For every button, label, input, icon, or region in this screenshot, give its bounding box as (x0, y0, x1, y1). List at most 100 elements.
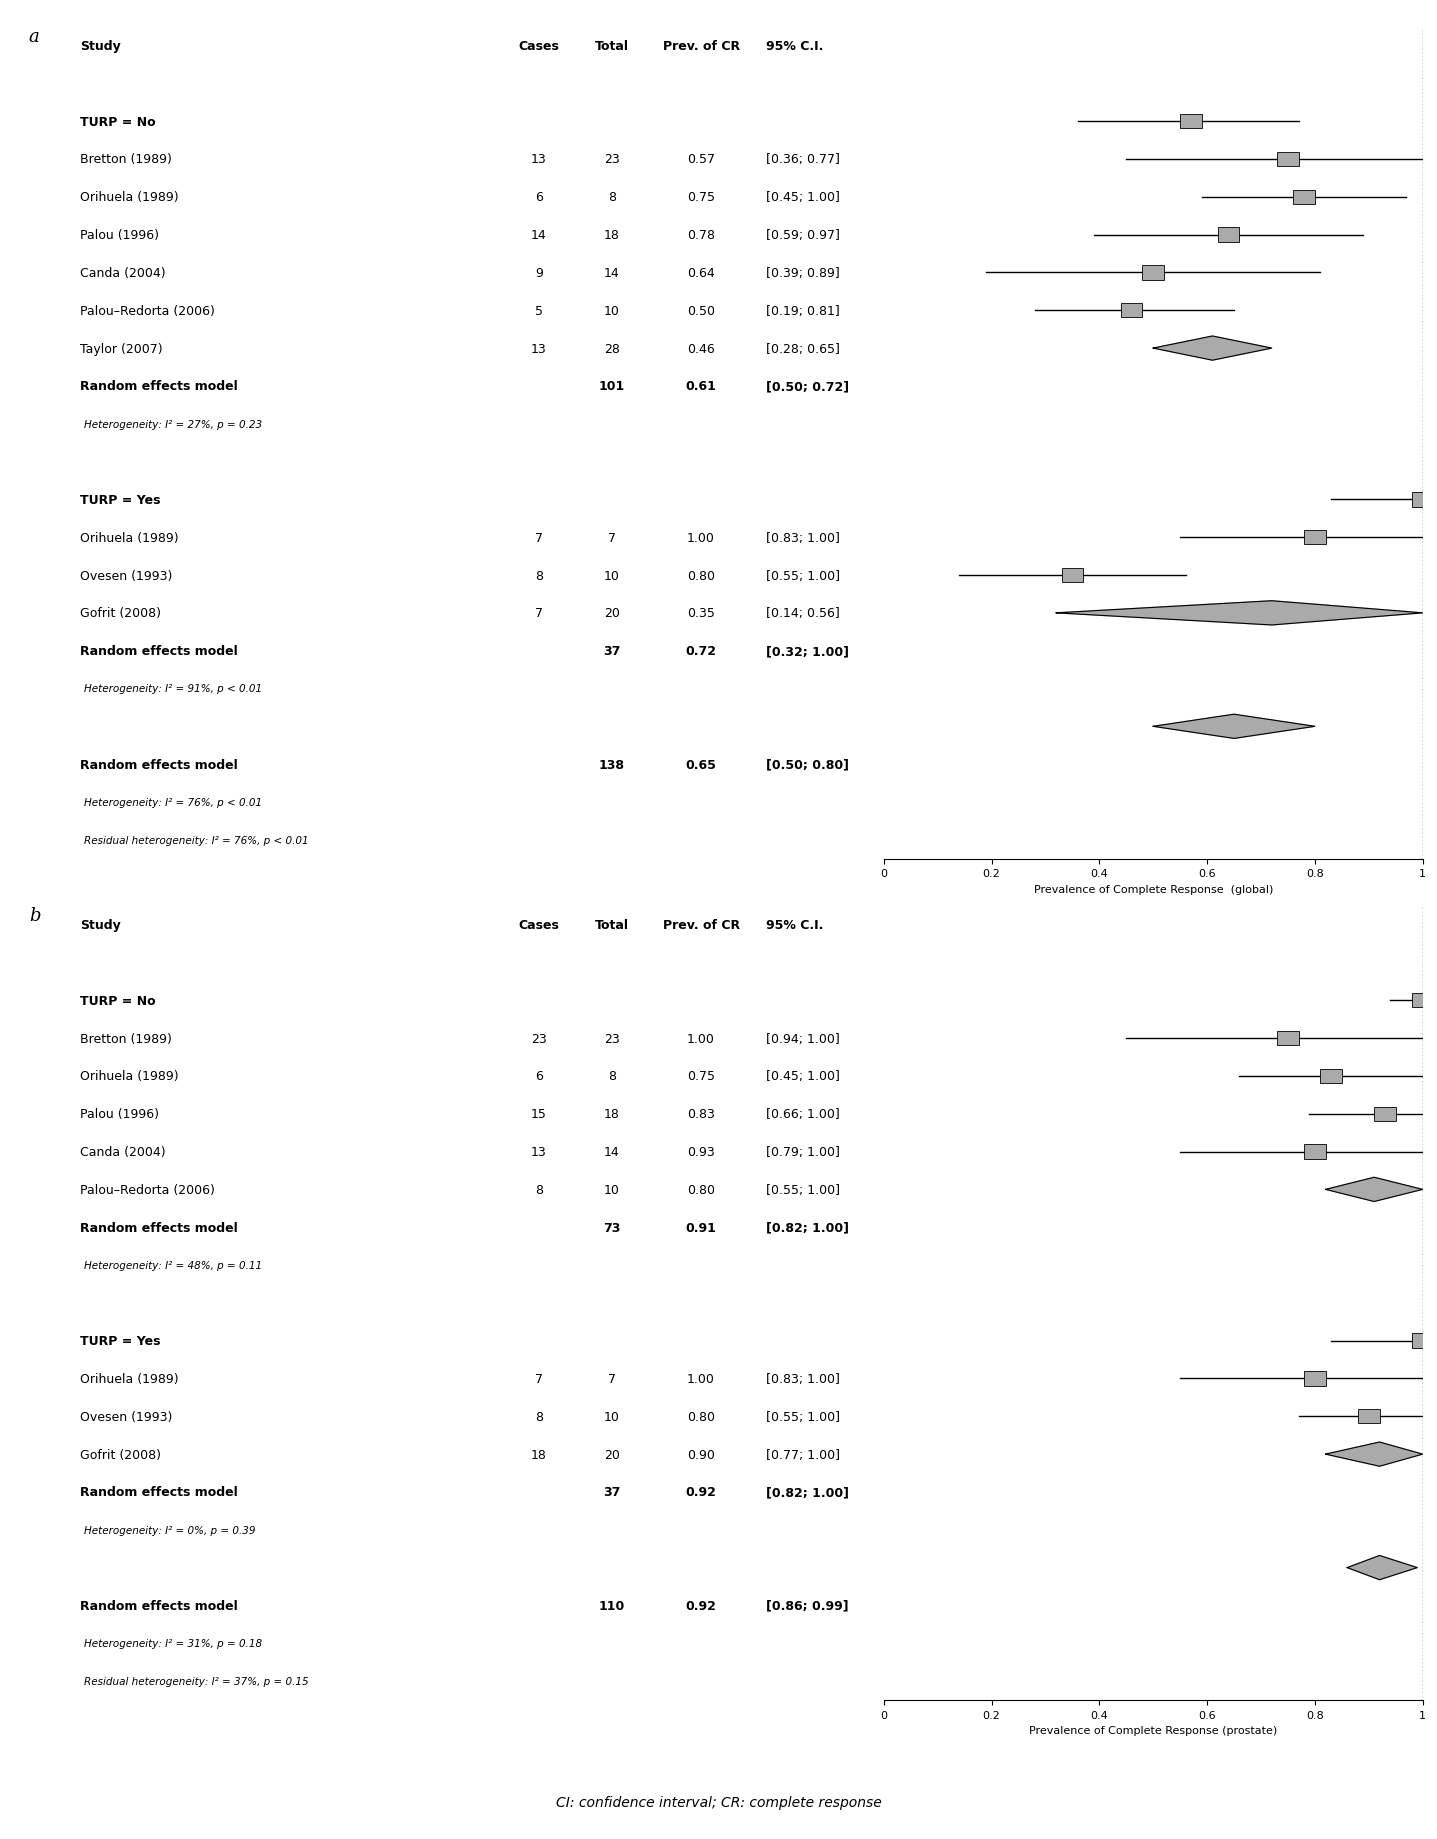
Text: TURP = No: TURP = No (80, 995, 155, 1008)
Text: 7: 7 (535, 1372, 543, 1385)
Text: Orihuela (1989): Orihuela (1989) (80, 191, 178, 204)
Text: 0.78: 0.78 (687, 230, 716, 243)
Text: Random effects model: Random effects model (80, 1486, 237, 1499)
Text: 0.80: 0.80 (687, 570, 716, 583)
Text: 0.64: 0.64 (687, 267, 716, 280)
Text: 23: 23 (604, 153, 619, 166)
Polygon shape (1325, 1177, 1423, 1203)
Polygon shape (1325, 1442, 1423, 1466)
Polygon shape (1152, 337, 1272, 360)
Text: Palou–Redorta (2006): Palou–Redorta (2006) (80, 1182, 216, 1195)
Text: Cases: Cases (519, 40, 559, 53)
Text: 0.75: 0.75 (687, 1070, 716, 1083)
Text: Total: Total (595, 40, 629, 53)
Text: [0.94; 1.00]: [0.94; 1.00] (766, 1032, 839, 1045)
Text: [0.82; 1.00]: [0.82; 1.00] (766, 1486, 849, 1499)
Text: Heterogeneity: I² = 48%, p = 0.11: Heterogeneity: I² = 48%, p = 0.11 (83, 1260, 262, 1271)
Text: Random effects model: Random effects model (80, 645, 237, 658)
Text: 1.00: 1.00 (687, 1372, 716, 1385)
Text: Cases: Cases (519, 920, 559, 932)
Text: Heterogeneity: I² = 0%, p = 0.39: Heterogeneity: I² = 0%, p = 0.39 (83, 1525, 256, 1536)
Text: Heterogeneity: I² = 27%, p = 0.23: Heterogeneity: I² = 27%, p = 0.23 (83, 419, 262, 430)
Bar (1142, 267, 1164, 281)
Text: [0.55; 1.00]: [0.55; 1.00] (766, 1182, 841, 1195)
Text: 95% C.I.: 95% C.I. (766, 920, 823, 932)
Text: 18: 18 (530, 1447, 546, 1460)
Text: 23: 23 (530, 1032, 546, 1045)
Text: 95% C.I.: 95% C.I. (766, 40, 823, 53)
Text: 0.92: 0.92 (685, 1600, 717, 1613)
Text: [0.86; 0.99]: [0.86; 0.99] (766, 1600, 849, 1613)
Bar (1411, 1333, 1434, 1348)
Text: Ovesen (1993): Ovesen (1993) (80, 570, 172, 583)
Text: [0.77; 1.00]: [0.77; 1.00] (766, 1447, 841, 1460)
Text: 10: 10 (604, 570, 619, 583)
Bar (1321, 1068, 1342, 1083)
Text: Random effects model: Random effects model (80, 758, 237, 771)
Text: [0.32; 1.00]: [0.32; 1.00] (766, 645, 849, 658)
Text: 0.61: 0.61 (685, 381, 717, 394)
Bar (1411, 493, 1434, 508)
Text: [0.45; 1.00]: [0.45; 1.00] (766, 1070, 839, 1083)
Text: 0.80: 0.80 (687, 1411, 716, 1423)
Bar (1374, 1107, 1395, 1122)
Text: 37: 37 (604, 645, 621, 658)
Text: Orihuela (1989): Orihuela (1989) (80, 531, 178, 544)
Text: [0.83; 1.00]: [0.83; 1.00] (766, 1372, 839, 1385)
Text: b: b (29, 907, 40, 925)
Text: 6: 6 (535, 1070, 543, 1083)
Text: 73: 73 (604, 1221, 621, 1234)
Text: 0.35: 0.35 (687, 607, 716, 620)
Text: Palou (1996): Palou (1996) (80, 230, 160, 243)
Text: 18: 18 (604, 1107, 619, 1120)
Text: 0.93: 0.93 (687, 1146, 716, 1159)
Text: 6: 6 (535, 191, 543, 204)
Text: 14: 14 (604, 1146, 619, 1159)
Text: 0.92: 0.92 (685, 1486, 717, 1499)
Text: 8: 8 (535, 570, 543, 583)
Text: CI: confidence interval; CR: complete response: CI: confidence interval; CR: complete re… (556, 1795, 881, 1810)
Text: Random effects model: Random effects model (80, 381, 237, 394)
Text: a: a (29, 28, 39, 46)
Text: TURP = No: TURP = No (80, 116, 155, 129)
Text: Bretton (1989): Bretton (1989) (80, 1032, 172, 1045)
Text: 13: 13 (530, 342, 546, 355)
Text: 101: 101 (599, 381, 625, 394)
Text: 8: 8 (608, 191, 616, 204)
Text: Gofrit (2008): Gofrit (2008) (80, 1447, 161, 1460)
Text: [0.55; 1.00]: [0.55; 1.00] (766, 570, 841, 583)
Polygon shape (1152, 715, 1315, 739)
Text: 7: 7 (608, 531, 616, 544)
Text: [0.66; 1.00]: [0.66; 1.00] (766, 1107, 839, 1120)
Text: 0.57: 0.57 (687, 153, 716, 166)
Polygon shape (1348, 1556, 1417, 1580)
Text: TURP = Yes: TURP = Yes (80, 493, 161, 506)
Text: 7: 7 (608, 1372, 616, 1385)
Text: Heterogeneity: I² = 76%, p < 0.01: Heterogeneity: I² = 76%, p < 0.01 (83, 798, 262, 807)
Text: 0.72: 0.72 (685, 645, 717, 658)
Text: [0.79; 1.00]: [0.79; 1.00] (766, 1146, 839, 1159)
Text: Heterogeneity: I² = 31%, p = 0.18: Heterogeneity: I² = 31%, p = 0.18 (83, 1639, 262, 1648)
Text: Random effects model: Random effects model (80, 1600, 237, 1613)
Text: TURP = Yes: TURP = Yes (80, 1335, 161, 1348)
Text: 0.75: 0.75 (687, 191, 716, 204)
Bar (1062, 568, 1083, 583)
Text: Total: Total (595, 920, 629, 932)
Text: Palou (1996): Palou (1996) (80, 1107, 160, 1120)
Text: 10: 10 (604, 1411, 619, 1423)
Text: 0.83: 0.83 (687, 1107, 716, 1120)
Text: 0.91: 0.91 (685, 1221, 717, 1234)
Text: 13: 13 (530, 1146, 546, 1159)
Text: 15: 15 (530, 1107, 546, 1120)
Text: [0.50; 0.80]: [0.50; 0.80] (766, 758, 849, 771)
Text: [0.39; 0.89]: [0.39; 0.89] (766, 267, 839, 280)
Text: 0.50: 0.50 (687, 305, 716, 318)
Text: 0.90: 0.90 (687, 1447, 716, 1460)
Text: [0.55; 1.00]: [0.55; 1.00] (766, 1411, 841, 1423)
Text: 23: 23 (604, 1032, 619, 1045)
Text: 13: 13 (530, 153, 546, 166)
Text: 9: 9 (535, 267, 543, 280)
Text: 138: 138 (599, 758, 625, 771)
Text: 10: 10 (604, 1182, 619, 1195)
Bar (1293, 191, 1315, 204)
